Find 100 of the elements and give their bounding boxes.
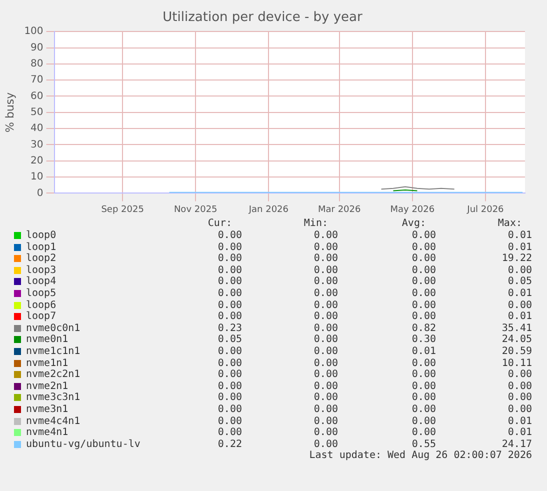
text: 0.00	[218, 380, 242, 392]
text: 0.00	[314, 392, 338, 404]
legend-label: nvme1c1n1	[26, 346, 80, 357]
legend-label: loop7	[26, 311, 56, 322]
y-tick-label: 60	[30, 90, 44, 102]
legend-label: loop2	[26, 253, 56, 264]
x-tick-label: May 2026	[390, 204, 435, 215]
text: 0.00	[218, 230, 242, 241]
text: 0.00	[314, 358, 338, 369]
text: 0.01	[508, 230, 532, 241]
text: 0.00	[508, 404, 532, 415]
legend-label: nvme3n1	[26, 404, 68, 415]
y-tick-label: 10	[30, 172, 44, 183]
legend-label: nvme4n1	[26, 427, 68, 438]
text: 0.05	[508, 276, 532, 288]
text: 0.00	[314, 276, 338, 288]
legend-label: loop5	[26, 288, 56, 299]
text: 0.00	[412, 230, 436, 241]
text: Avg:	[402, 218, 426, 229]
text: Cur:	[208, 218, 232, 229]
legend-label: nvme0c0n1	[26, 322, 80, 334]
x-tick-label: Jan 2026	[248, 204, 289, 215]
text: 0.00	[218, 253, 242, 264]
text: 0.00	[508, 264, 532, 276]
legend-label: nvme1n1	[26, 358, 68, 369]
text: 0.00	[314, 369, 338, 380]
text: 0.00	[412, 242, 436, 253]
text: 0.00	[412, 416, 436, 427]
text: 0.00	[412, 288, 436, 299]
text: 0.01	[508, 427, 532, 438]
text: 0.01	[508, 242, 532, 253]
y-tick-label: 70	[30, 74, 44, 86]
text: 0.00	[412, 369, 436, 380]
text: 0.23	[218, 322, 242, 334]
legend-label: nvme2c2n1	[26, 369, 80, 380]
text: 0.01	[412, 346, 436, 357]
text: 0.00	[314, 416, 338, 427]
y-tick-label: 80	[30, 58, 44, 70]
text: 0.00	[508, 300, 532, 311]
legend-label: ubuntu-vg/ubuntu-lv	[26, 438, 140, 450]
text: 0.05	[218, 334, 242, 346]
text: 0.00	[314, 264, 338, 276]
text: 0.00	[218, 276, 242, 288]
text: 0.00	[412, 358, 436, 369]
text: 0.00	[314, 253, 338, 264]
text: 0.00	[314, 288, 338, 299]
x-tick-label: Sep 2025	[101, 204, 144, 215]
text: 0.22	[218, 438, 242, 450]
text: 10.11	[502, 358, 532, 369]
y-tick-label: 100	[24, 26, 44, 38]
text: 0.00	[218, 300, 242, 311]
text: 0.00	[218, 358, 242, 369]
text: 0.00	[412, 253, 436, 264]
text: 0.00	[314, 322, 338, 334]
legend-label: loop3	[26, 264, 56, 276]
text: 24.05	[502, 334, 532, 346]
text: 0.00	[218, 346, 242, 357]
text: 0.00	[508, 380, 532, 392]
text: 0.00	[314, 311, 338, 322]
y-tick-label: 40	[30, 123, 44, 134]
text: Last update: Wed Aug 26 02:00:07 2026	[309, 450, 532, 462]
text: 20.59	[502, 346, 532, 357]
text: 0.00	[218, 392, 242, 404]
text: 19.22	[502, 253, 532, 264]
text: 0.00	[412, 264, 436, 276]
text: 0.00	[314, 300, 338, 311]
legend-label: nvme0n1	[26, 334, 68, 346]
text: 0.00	[508, 392, 532, 404]
legend-label: loop1	[26, 242, 56, 253]
text: 0.00	[314, 346, 338, 357]
text: 24.17	[502, 438, 532, 450]
text: 0.00	[508, 369, 532, 380]
text: 0.00	[412, 300, 436, 311]
text: 0.00	[314, 334, 338, 346]
legend-label: loop0	[26, 230, 56, 241]
text: 0.00	[314, 438, 338, 450]
text: 0.00	[412, 276, 436, 288]
text: 0.00	[218, 427, 242, 438]
text: 0.00	[314, 380, 338, 392]
text: Max:	[498, 218, 522, 229]
text: 0.00	[218, 264, 242, 276]
y-tick-label: 50	[30, 106, 44, 118]
x-tick-label: Jul 2026	[466, 204, 504, 215]
chart-title: Utilization per device - by year	[162, 10, 364, 26]
legend-label: nvme4c4n1	[26, 416, 80, 427]
text: 0.00	[412, 311, 436, 322]
y-tick-label: 20	[30, 155, 44, 166]
x-tick-label: Mar 2026	[318, 204, 361, 215]
text: 0.00	[412, 427, 436, 438]
text: 0.00	[314, 242, 338, 253]
text: 0.00	[412, 380, 436, 392]
text: 0.82	[412, 322, 436, 334]
legend-label: nvme3c3n1	[26, 392, 80, 404]
text: 0.00	[412, 404, 436, 415]
legend-label: nvme2n1	[26, 380, 68, 392]
y-tick-label: 90	[30, 42, 44, 54]
y-axis-title: % busy	[3, 92, 16, 132]
text: 35.41	[502, 322, 532, 334]
text: 0.00	[314, 404, 338, 415]
legend-label: loop6	[26, 300, 56, 311]
